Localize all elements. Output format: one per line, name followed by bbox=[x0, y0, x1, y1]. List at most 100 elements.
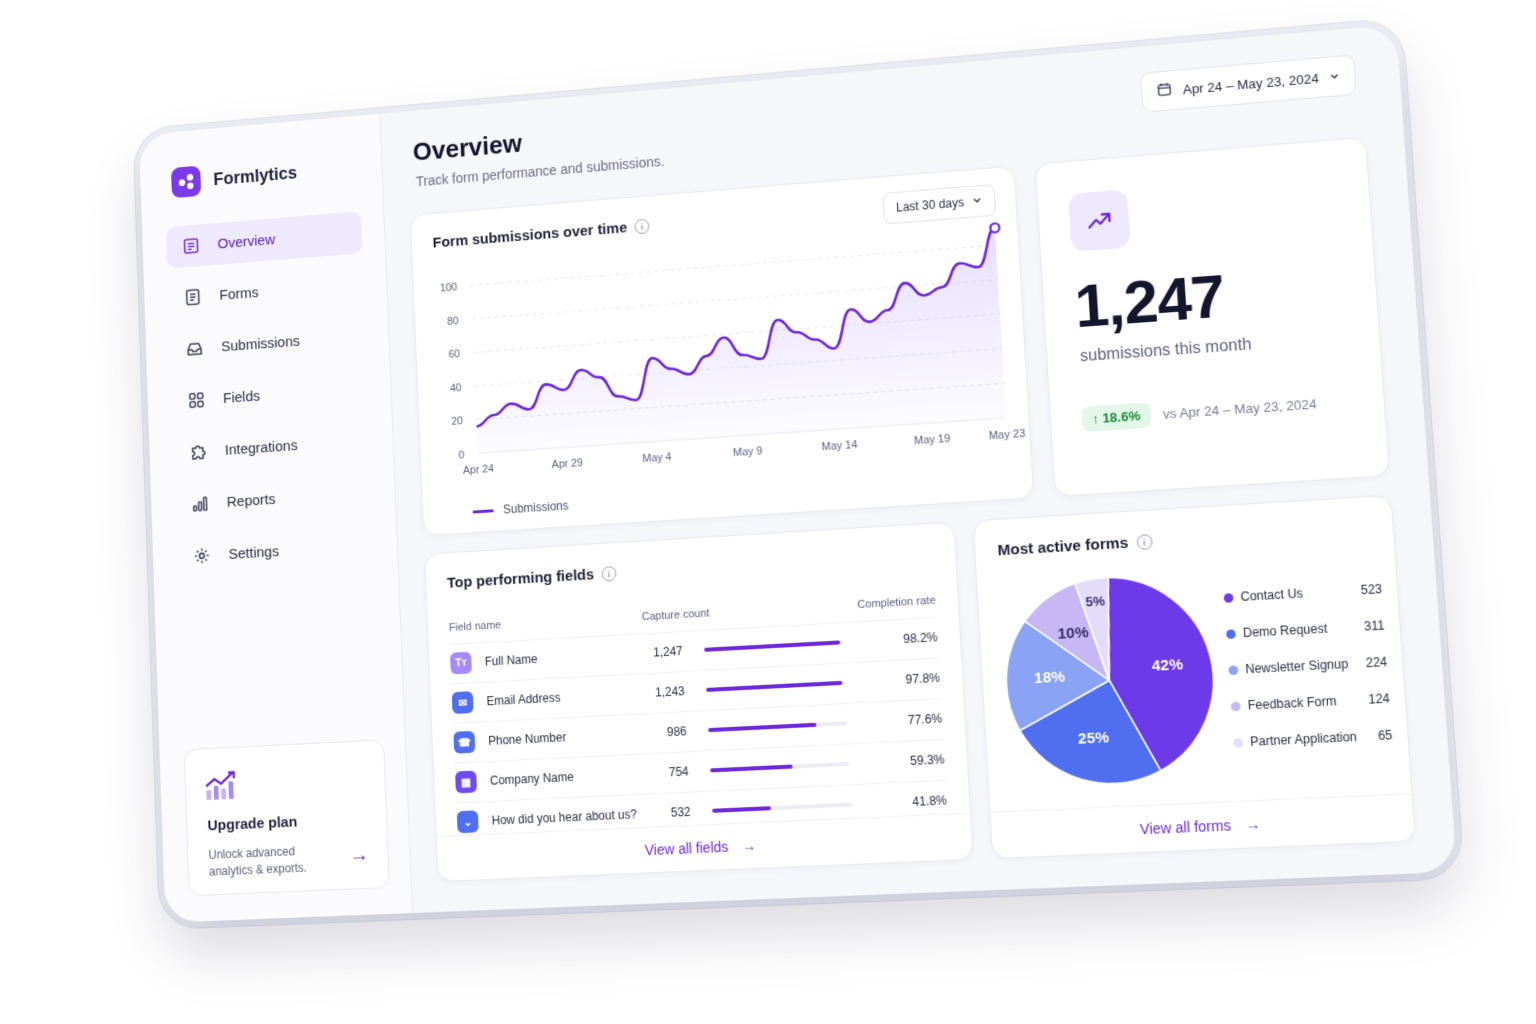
x-tick-label: Apr 29 bbox=[551, 457, 583, 471]
app-name: Formlytics bbox=[213, 162, 298, 189]
view-all-forms-link[interactable]: View all forms → bbox=[990, 793, 1415, 859]
stat-label: submissions this month bbox=[1079, 336, 1253, 366]
series-area bbox=[469, 227, 1007, 454]
capture-count: 532 bbox=[670, 804, 691, 820]
upgrade-description: Unlock advanced analytics & exports. bbox=[208, 844, 307, 879]
completion-bar bbox=[712, 802, 852, 813]
sidebar-item-label: Forms bbox=[219, 283, 259, 304]
completion-rate: 98.2% bbox=[902, 630, 938, 647]
legend-value: 311 bbox=[1363, 618, 1386, 634]
grid-icon bbox=[186, 389, 207, 411]
column-header: Field name bbox=[448, 619, 502, 635]
completion-bar bbox=[704, 640, 844, 652]
pie-slice-label: 25% bbox=[1078, 729, 1110, 748]
building-icon: ▦ bbox=[455, 770, 478, 794]
info-icon[interactable]: i bbox=[1135, 533, 1153, 551]
completion-rate: 59.3% bbox=[909, 752, 945, 769]
pie-slice-label: 18% bbox=[1034, 669, 1066, 688]
forms-title-text: Most active forms bbox=[997, 534, 1129, 560]
fields-title: Top performing fields i bbox=[447, 565, 617, 592]
pie-slice[interactable] bbox=[1023, 582, 1110, 685]
sidebar-item-integrations[interactable]: Integrations bbox=[173, 419, 371, 475]
completion-bar-fill bbox=[706, 680, 843, 692]
chart-legend: Submissions bbox=[472, 498, 569, 519]
range-select-label: Last 30 days bbox=[895, 195, 965, 215]
completion-bar-fill bbox=[712, 806, 771, 813]
brand[interactable]: Formlytics bbox=[170, 157, 298, 199]
sidebar-item-label: Overview bbox=[217, 231, 276, 252]
legend-label: Partner Application bbox=[1249, 729, 1358, 750]
gear-icon bbox=[191, 545, 212, 567]
legend-label: Feedback Form bbox=[1247, 693, 1338, 713]
completion-bar-fill bbox=[710, 764, 793, 773]
legend-label: Demo Request bbox=[1242, 621, 1328, 641]
arrow-right-icon[interactable]: → bbox=[349, 844, 370, 867]
legend-dot bbox=[1233, 737, 1244, 748]
pie-slice[interactable] bbox=[1003, 617, 1112, 731]
field-name: Email Address bbox=[486, 690, 561, 709]
app-window: Formlytics Overview Forms Submissions bbox=[138, 24, 1457, 923]
view-all-forms-label: View all forms bbox=[1139, 816, 1232, 838]
chevron-down-icon: ⌄ bbox=[456, 810, 479, 834]
gridline bbox=[470, 245, 995, 286]
legend-dot bbox=[1225, 629, 1237, 640]
completion-rate: 41.8% bbox=[911, 793, 948, 810]
sidebar: Formlytics Overview Forms Submissions bbox=[138, 113, 413, 923]
capture-count: 1,247 bbox=[652, 644, 683, 660]
completion-bar bbox=[708, 721, 848, 733]
change-compare: vs Apr 24 – May 23, 2024 bbox=[1162, 396, 1318, 422]
pie-slice[interactable] bbox=[1075, 578, 1115, 682]
capture-count: 986 bbox=[666, 724, 687, 740]
capture-count: 1,243 bbox=[654, 684, 685, 700]
puzzle-icon bbox=[188, 441, 209, 463]
pie-chart: 42% 25% 18% 10% 5% bbox=[995, 566, 1225, 793]
calendar-icon bbox=[1157, 81, 1174, 100]
mail-icon: ✉ bbox=[451, 691, 474, 715]
submissions-chart-card: Form submissions over time i Last 30 day… bbox=[409, 165, 1035, 537]
pie-slice-label: 10% bbox=[1057, 624, 1089, 643]
view-all-fields-label: View all fields bbox=[644, 838, 729, 859]
text-icon: Tт bbox=[449, 651, 472, 675]
chevron-down-icon bbox=[972, 194, 983, 209]
legend-item[interactable]: Partner Application 65 bbox=[1233, 726, 1394, 770]
sidebar-item-forms[interactable]: Forms bbox=[167, 263, 364, 320]
legend-dot bbox=[1230, 701, 1241, 712]
field-name: Phone Number bbox=[487, 730, 567, 748]
stat-value: 1,247 bbox=[1072, 261, 1227, 341]
page-title: Overview bbox=[412, 128, 523, 167]
date-range-picker[interactable]: Apr 24 – May 23, 2024 bbox=[1140, 54, 1357, 113]
data-point-last[interactable] bbox=[990, 223, 1000, 233]
sidebar-item-reports[interactable]: Reports bbox=[174, 471, 373, 526]
legend-label: Submissions bbox=[502, 498, 569, 517]
document-icon bbox=[181, 235, 202, 257]
legend-swatch bbox=[472, 508, 494, 514]
y-tick-label: 20 bbox=[451, 415, 463, 428]
completion-bar-fill bbox=[704, 640, 841, 652]
sidebar-item-submissions[interactable]: Submissions bbox=[169, 315, 367, 372]
trend-up-icon bbox=[1067, 189, 1131, 252]
info-icon[interactable]: i bbox=[601, 565, 617, 582]
info-icon[interactable]: i bbox=[634, 218, 650, 235]
sidebar-item-label: Fields bbox=[222, 387, 261, 407]
legend-value: 523 bbox=[1360, 581, 1383, 598]
x-tick-label: Apr 24 bbox=[463, 463, 494, 477]
upgrade-card[interactable]: Upgrade plan Unlock advanced analytics &… bbox=[183, 739, 390, 897]
most-active-forms-card: Most active forms i 42% 25% 18% 10% 5% Conta… bbox=[972, 494, 1416, 860]
sidebar-item-label: Integrations bbox=[224, 436, 298, 459]
logo-icon bbox=[170, 165, 202, 199]
x-tick-label: May 14 bbox=[821, 439, 858, 454]
sidebar-item-overview[interactable]: Overview bbox=[165, 211, 363, 269]
sidebar-item-settings[interactable]: Settings bbox=[176, 524, 375, 579]
trend-up-icon bbox=[204, 769, 239, 807]
field-name: How did you hear about us? bbox=[491, 807, 638, 828]
sidebar-item-fields[interactable]: Fields bbox=[171, 367, 369, 423]
y-tick-label: 100 bbox=[440, 281, 458, 294]
top-fields-card: Top performing fields i Field name Captu… bbox=[423, 521, 974, 883]
legend-value: 65 bbox=[1377, 727, 1393, 744]
y-tick-label: 80 bbox=[447, 315, 459, 328]
change-badge: ↑ 18.6% bbox=[1081, 402, 1152, 433]
legend-dot bbox=[1228, 665, 1239, 676]
x-tick-label: May 19 bbox=[914, 433, 951, 448]
chart-title-text: Form submissions over time bbox=[432, 219, 628, 252]
